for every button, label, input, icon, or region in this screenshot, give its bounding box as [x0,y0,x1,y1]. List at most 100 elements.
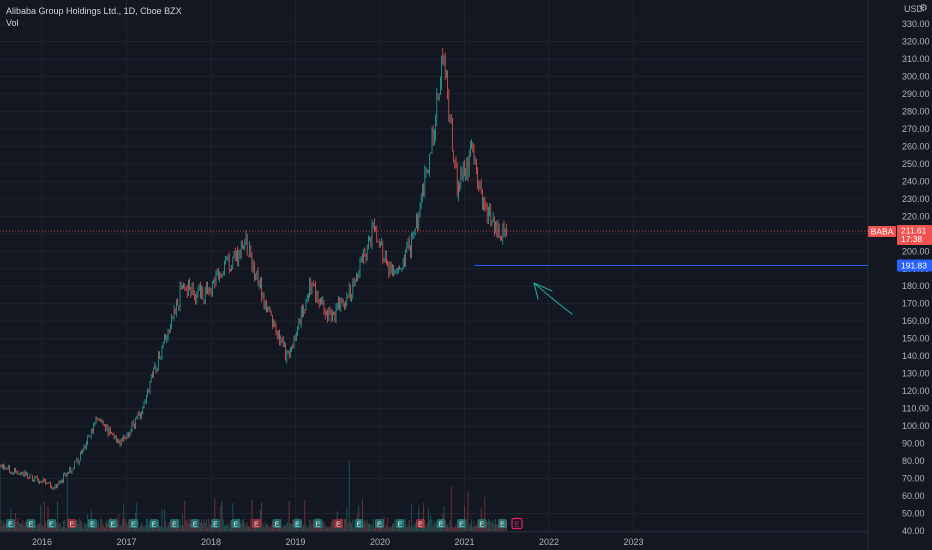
earnings-marker-label: E [377,522,382,529]
earnings-marker-label: E [29,522,34,529]
earnings-marker-label: E [111,522,116,529]
price-tick-label: 50.00 [902,509,925,519]
earnings-marker[interactable]: E [108,519,118,529]
time-tick-label: 2019 [285,537,305,547]
arrow-head[interactable] [533,282,553,300]
price-tick-label: 70.00 [902,474,925,484]
earnings-marker[interactable]: E [170,519,179,529]
earnings-marker[interactable]: E [272,519,282,529]
price-tick-label: 100.00 [902,421,930,431]
time-tick-label: 2021 [454,537,474,547]
arrow-shaft[interactable] [533,282,573,315]
earnings-marker[interactable]: E [436,519,446,529]
price-tick-label: 130.00 [902,369,930,379]
earnings-marker-label: E [172,522,177,529]
gear-icon[interactable]: ⚙ [919,3,928,14]
earnings-marker-label: E [418,522,423,529]
price-tick-label: 280.00 [902,106,930,116]
price-tick-label: 110.00 [902,404,929,414]
earnings-marker[interactable]: E [47,519,56,529]
price-tick-label: 140.00 [902,351,930,361]
earnings-marker[interactable]: E [149,519,159,529]
symbol-tag-box [868,225,896,237]
earnings-marker[interactable]: E [129,519,138,529]
earnings-marker-label: E [90,522,95,529]
earnings-marker-label: E [131,522,136,529]
time-axis[interactable]: 2016 2017 2018 2019 2020 2021 2022 2023 [0,531,868,547]
earnings-marker[interactable]: E [498,519,507,529]
price-tick-label: 170.00 [902,299,930,309]
arrow-drawing[interactable] [533,282,573,315]
last-price-tag-box [897,224,932,245]
earnings-marker[interactable]: E [457,519,466,529]
earnings-marker[interactable]: E [293,519,302,529]
earnings-marker-label: E [295,522,300,529]
price-tick-label: 220.00 [902,211,930,221]
price-tick-label: 180.00 [902,281,930,291]
earnings-marker[interactable]: E [375,519,384,529]
price-tick-label: 80.00 [902,456,925,466]
time-tick-label: 2020 [370,537,390,547]
earnings-marker-label: E [70,522,75,529]
last-price-text: 211.61 [901,225,927,235]
earnings-marker-label: E [49,522,54,529]
earnings-marker[interactable]: E [190,519,200,529]
earnings-marker-label: E [8,522,13,529]
earnings-marker[interactable]: E [252,519,261,529]
price-tick-label: 290.00 [902,89,930,99]
earnings-marker[interactable]: E [67,519,77,529]
earnings-marker[interactable]: E [354,519,364,529]
price-tick-label: 120.00 [902,386,930,396]
earnings-marker[interactable]: E [334,519,343,529]
earnings-marker[interactable]: E [6,519,15,529]
price-tick-label: 310.00 [902,54,930,64]
time-tick-label: 2023 [623,537,643,547]
price-tick-label: 300.00 [902,71,930,81]
earnings-marker-label: E [500,522,505,529]
hline-tag-box [897,259,932,272]
earnings-marker[interactable]: E [26,519,36,529]
earnings-marker[interactable]: E [416,519,425,529]
earnings-marker-label: E [193,522,198,529]
price-tick-label: 200.00 [902,246,930,256]
earnings-marker-label: E [459,522,464,529]
earnings-marker-upcoming[interactable]: E [511,517,523,530]
price-tick-label: 160.00 [902,316,930,326]
grid [0,0,868,532]
price-tick-label: 330.00 [902,19,930,29]
earnings-marker[interactable]: E [395,519,405,529]
earnings-marker-label: E [254,522,259,529]
hline-price-tag[interactable]: 191.83 [897,259,932,272]
countdown-text: 17:38 [901,234,923,244]
earnings-marker[interactable]: E [211,519,220,529]
price-tick-label: 230.00 [902,194,930,204]
time-tick-label: 2022 [539,537,559,547]
price-axis[interactable]: 330.00 320.00 310.00 300.00 290.00 280.00 270.… [867,0,930,550]
volume-bars [0,461,507,531]
price-tick-label: 320.00 [902,36,930,46]
earnings-marker-label: E [357,522,362,529]
legend-volume[interactable]: Vol [6,18,19,28]
earnings-marker-label: E [234,522,239,529]
earnings-marker[interactable]: E [477,519,487,529]
price-candles [0,48,507,491]
earnings-marker[interactable]: E [313,519,323,529]
price-tick-label: 240.00 [902,176,930,186]
price-tick-label: 150.00 [902,334,930,344]
earnings-marker-label: E [152,522,157,529]
earnings-marker[interactable]: E [231,519,241,529]
time-tick-label: 2017 [116,537,136,547]
earnings-marker-label: E [439,522,444,529]
earnings-marker[interactable]: E [88,519,97,529]
earnings-marker-label: E [316,522,321,529]
earnings-marker-label: E [275,522,280,529]
legend: Alibaba Group Holdings Ltd., 1D, Cboe BZ… [6,5,182,29]
legend-title[interactable]: Alibaba Group Holdings Ltd., 1D, Cboe BZ… [6,6,182,16]
time-tick-label: 2016 [32,537,52,547]
currency-label[interactable]: USD [904,4,924,14]
earnings-marker-label: E [515,522,520,529]
